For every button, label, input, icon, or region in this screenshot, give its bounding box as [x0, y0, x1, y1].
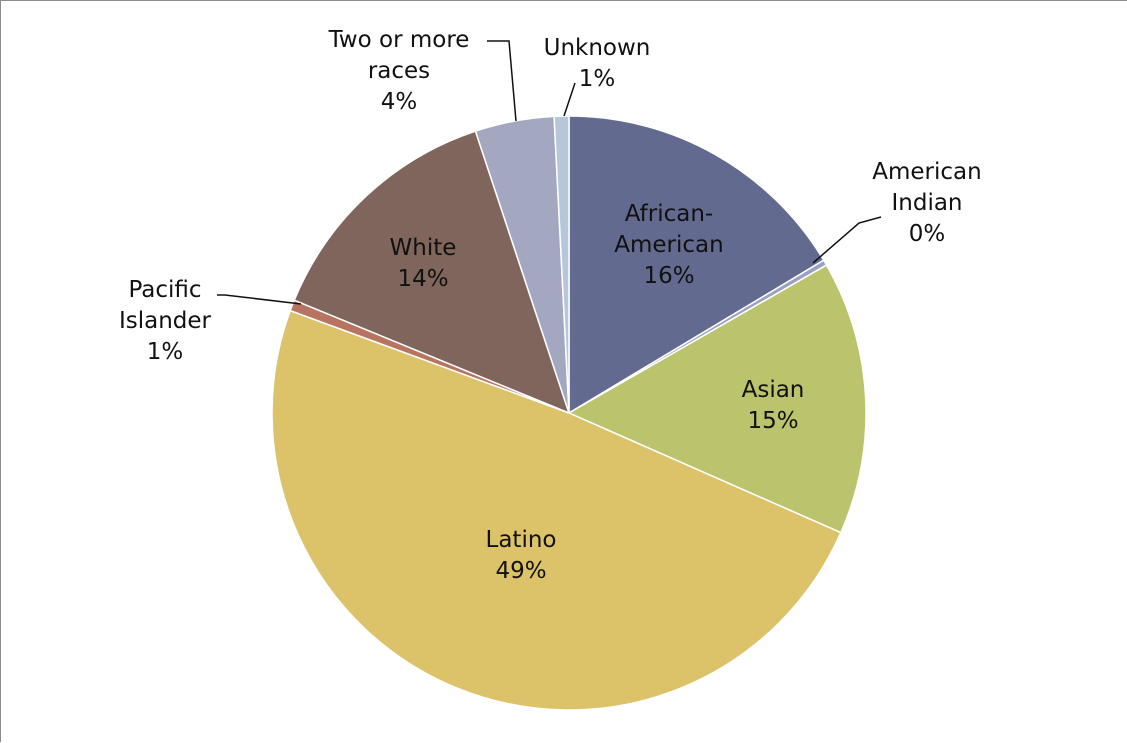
slice-percent: 1%: [579, 66, 616, 92]
pie-slice-african-american: [568, 115, 825, 415]
slice-label-line: Latino: [486, 527, 557, 553]
slice-percent: 16%: [643, 263, 694, 289]
slice-percent: 15%: [747, 408, 798, 434]
slice-percent: 4%: [381, 89, 418, 115]
slice-label-line: American: [614, 232, 723, 258]
slice-label-african-american: African- American 16%: [614, 201, 723, 289]
slice-label-pacific-islander: Pacific Islander 1%: [119, 277, 212, 365]
slice-percent: 14%: [397, 266, 448, 292]
slice-label-american-indian: American Indian 0%: [872, 159, 981, 247]
leader-line-american-indian: [812, 216, 882, 264]
pie-slice-unknown: [553, 115, 570, 414]
leader-line-two-or-more-races: [487, 40, 517, 122]
slice-label-asian: Asian 15%: [742, 377, 805, 434]
leader-line-pacific-islander: [217, 294, 302, 305]
slice-percent: 49%: [495, 558, 546, 584]
slice-label-unknown: Unknown 1%: [544, 35, 651, 92]
slice-label-line: Indian: [891, 190, 962, 216]
pie-slice-latino: [271, 309, 842, 711]
slice-percent: 0%: [909, 221, 946, 247]
slice-label-line: African-: [625, 201, 713, 227]
pie-slice-asian: [567, 264, 867, 534]
leader-line-unknown: [563, 82, 576, 117]
pie-slice-white: [293, 130, 571, 415]
slice-label-line: Pacific: [128, 277, 201, 303]
slice-label-line: American: [872, 159, 981, 185]
slice-label-line: Two or more: [328, 27, 470, 53]
slice-label-line: Unknown: [544, 35, 651, 61]
slice-label-line: Asian: [742, 377, 805, 403]
slice-label-line: Islander: [119, 308, 212, 334]
slice-label-latino: Latino 49%: [486, 527, 557, 584]
slice-percent: 1%: [147, 339, 184, 365]
slice-label-white: White 14%: [390, 235, 457, 292]
slice-label-line: races: [368, 58, 430, 84]
slice-label-two-or-more-races: Two or more races 4%: [328, 27, 470, 115]
slice-label-line: White: [390, 235, 457, 261]
